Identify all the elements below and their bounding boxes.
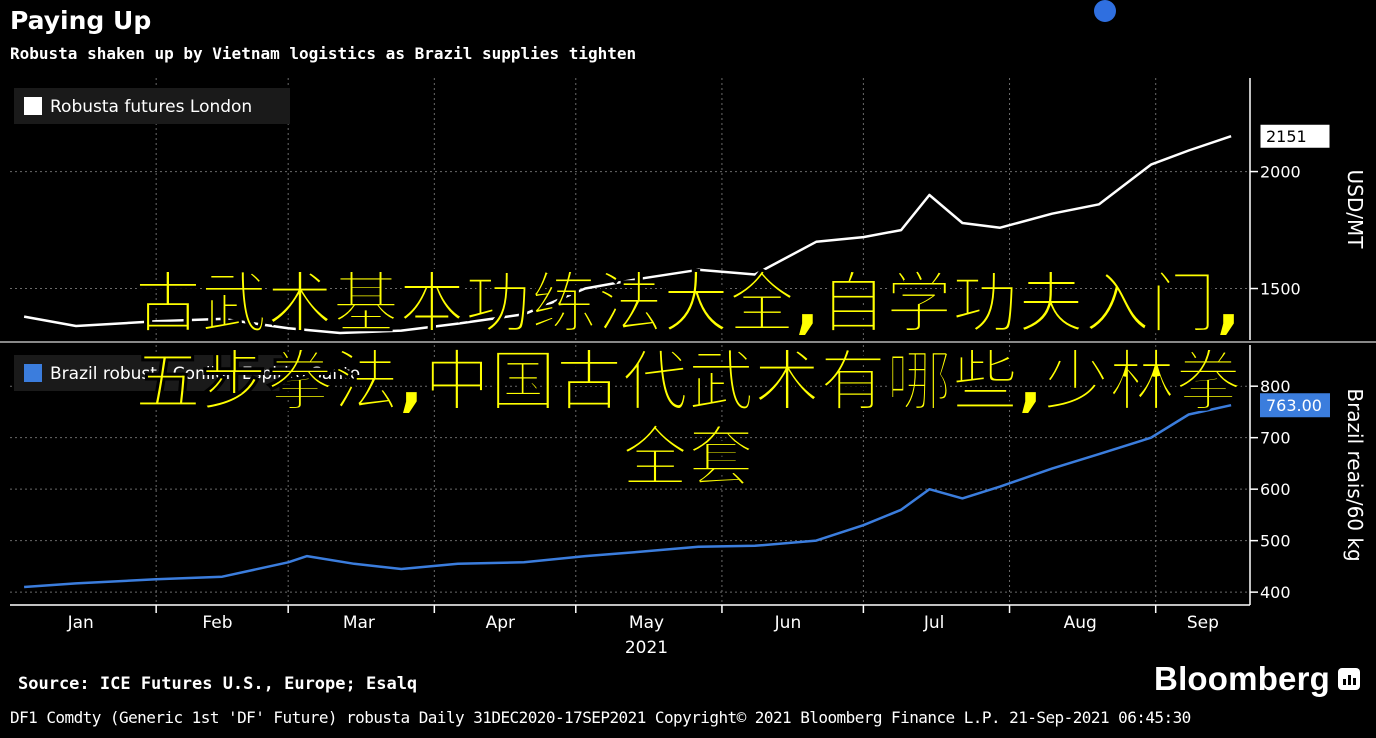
overlay-text-line-3: 全套 [622,419,755,496]
bloomberg-terminal-icon [1338,668,1360,690]
x-tick-label: Mar [343,613,375,633]
brazil-legend: Brazil robusta Conilon Espirito Santo [14,355,360,391]
brazil-ylabel: Brazil reais/60 kg [1343,388,1367,561]
overlay-text-line-1: 古武术基本功练法大全,自学功夫入门, [134,265,1242,342]
london-ylabel: USD/MT [1343,170,1367,250]
footer-metadata: DF1 Comdty (Generic 1st 'DF' Future) rob… [10,708,1191,727]
brazil-last-value-label: 763.00 [1266,396,1322,415]
london-ytick-label: 2000 [1260,163,1301,182]
x-tick-label: Jul [923,613,945,633]
brazil-legend-label: Brazil robusta Conilon Espirito Santo [50,364,360,384]
brazil-series-line [24,403,1232,589]
london-legend: Robusta futures London [14,88,290,124]
brazil-ytick-label: 600 [1260,480,1291,499]
london-series-line [23,135,1232,335]
chart-subtitle: Robusta shaken up by Vietnam logistics a… [10,44,637,63]
brazil-ytick-label: 800 [1260,377,1291,396]
brazil-ytick-label: 700 [1260,429,1291,448]
brazil-ytick-label: 400 [1260,583,1291,602]
london-legend-swatch [24,97,42,115]
source-note: Source: ICE Futures U.S., Europe; Esalq [18,674,418,694]
brazil-last-value-badge [1260,393,1330,418]
x-tick-label: Aug [1064,613,1097,633]
london-ytick-label: 1500 [1260,280,1301,299]
bloomberg-logo: Bloomberg [1154,660,1330,697]
x-tick-label: Jan [67,613,94,633]
london-legend-label: Robusta futures London [50,97,252,117]
brazil-legend-box [14,355,290,391]
x-tick-label: May [629,613,664,633]
london-last-value-badge [1259,123,1331,149]
x-tick-label: Sep [1187,613,1219,633]
x-tick-label: Jun [774,613,802,633]
x-tick-label: Apr [486,613,515,633]
brazil-ytick-label: 500 [1260,532,1291,551]
london-legend-box [14,88,290,124]
london-last-value-label: 2151 [1266,127,1307,146]
chart-title: Paying Up [10,6,152,35]
brazil-legend-swatch [24,364,42,382]
overlay-text-line-2: 五步拳法,中国古代武术有哪些,少林拳 [134,343,1242,420]
blue-dot-marker [1094,0,1116,22]
x-axis-year-label: 2021 [625,638,668,658]
x-tick-label: Feb [202,613,232,633]
